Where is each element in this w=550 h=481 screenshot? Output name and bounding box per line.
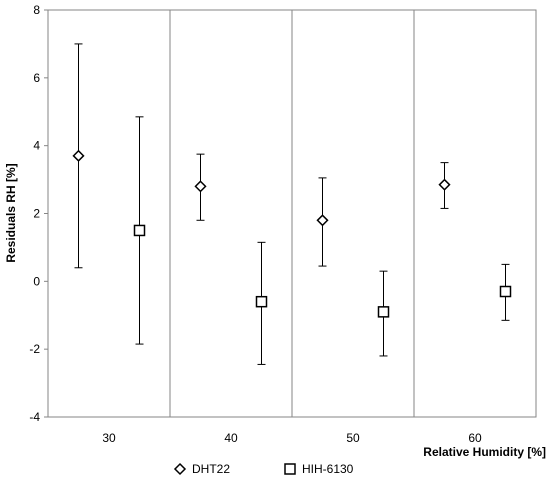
data-point bbox=[499, 285, 512, 298]
x-axis-title: Relative Humidity [%] bbox=[423, 445, 546, 459]
y-tick-label: 4 bbox=[33, 139, 40, 153]
data-point bbox=[316, 214, 329, 227]
y-axis-ticks: -4 -2 0 2 4 6 8 bbox=[29, 3, 48, 424]
legend-marker bbox=[173, 462, 187, 476]
x-tick-label: 50 bbox=[346, 431, 360, 445]
y-tick-label: -4 bbox=[29, 410, 40, 424]
legend-marker bbox=[284, 463, 296, 475]
y-tick-label: 0 bbox=[33, 274, 40, 288]
legend-label: HIH-6130 bbox=[302, 462, 354, 476]
data-point bbox=[72, 149, 85, 162]
data-point bbox=[133, 224, 146, 237]
series-dht22 bbox=[72, 43, 451, 269]
y-tick-label: 2 bbox=[33, 207, 40, 221]
y-tick-label: 6 bbox=[33, 71, 40, 85]
series-hih-6130 bbox=[133, 116, 512, 365]
gridlines bbox=[169, 10, 415, 417]
x-tick-label: 30 bbox=[102, 431, 116, 445]
legend-label: DHT22 bbox=[192, 462, 230, 476]
y-axis-title: Residuals RH [%] bbox=[4, 163, 18, 262]
x-tick-label: 40 bbox=[224, 431, 238, 445]
y-tick-label: -2 bbox=[29, 342, 40, 356]
data-point bbox=[194, 180, 207, 193]
y-tick-label: 8 bbox=[33, 3, 40, 17]
legend: DHT22 HIH-6130 bbox=[173, 462, 354, 476]
data-marks bbox=[72, 43, 512, 365]
x-tick-label: 60 bbox=[468, 431, 482, 445]
data-point bbox=[438, 178, 451, 191]
data-point bbox=[255, 295, 268, 308]
data-point bbox=[377, 306, 390, 318]
x-axis-ticks: 30 40 50 60 bbox=[102, 431, 482, 445]
